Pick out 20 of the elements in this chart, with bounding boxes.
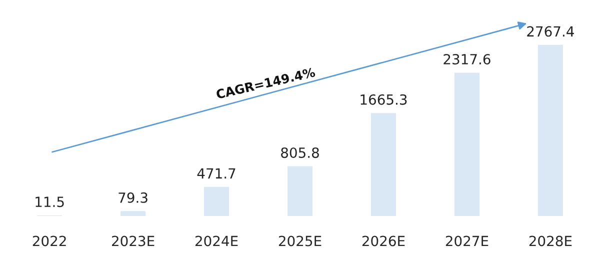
x-tick-label: 2023E [112, 236, 154, 246]
data-label: 79.3 [118, 192, 148, 203]
data-label: 1665.3 [360, 94, 407, 105]
data-label: 471.7 [197, 168, 236, 178]
data-label: 805.8 [281, 147, 319, 158]
bar [120, 211, 146, 216]
x-tick-label: 2028E [529, 236, 572, 246]
x-tick-label: 2026E [362, 236, 405, 246]
x-tick-label: 2022 [32, 236, 66, 246]
x-tick-label: 2027E [446, 236, 488, 246]
x-tick-label: 2025E [278, 236, 322, 246]
bar [370, 113, 396, 216]
data-label: 2767.4 [527, 26, 574, 37]
x-tick-label: 2024E [195, 236, 238, 246]
bar [204, 186, 230, 216]
bar [538, 44, 563, 216]
data-label: 11.5 [36, 196, 64, 208]
data-label: 2317.6 [444, 54, 490, 64]
bar [287, 166, 313, 216]
bar [454, 72, 480, 216]
